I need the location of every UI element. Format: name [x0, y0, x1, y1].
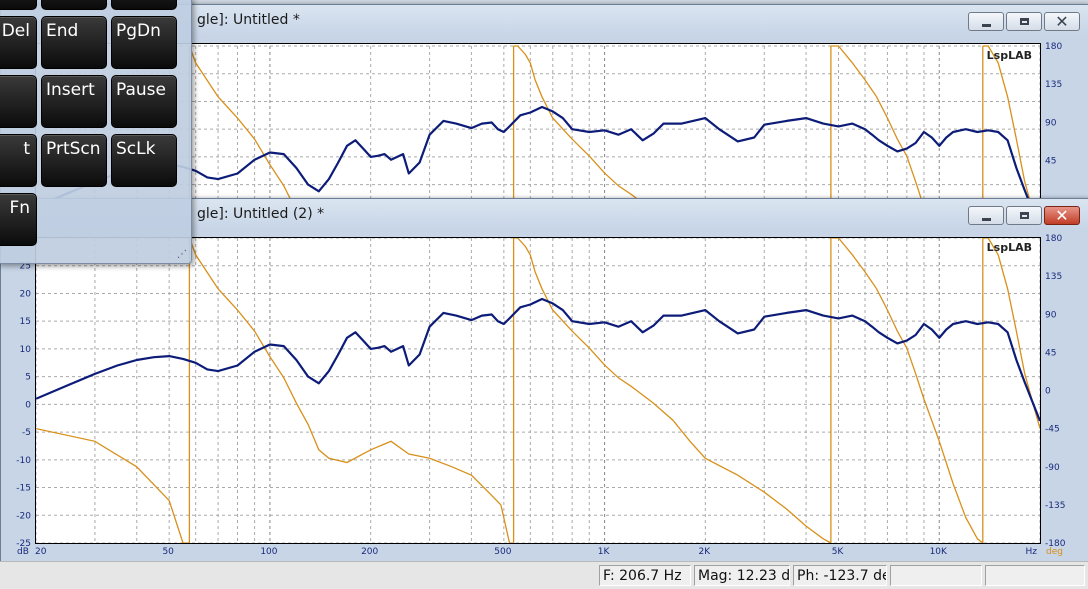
- deg-unit-label: deg: [1046, 547, 1063, 557]
- frequency-tick-label: 100: [260, 547, 277, 557]
- keyboard-key-pgdn[interactable]: PgDn: [111, 16, 177, 69]
- maximize-icon: [1020, 18, 1029, 25]
- magnitude-tick-label: 25: [20, 262, 31, 272]
- status-bar: F: 206.7 Hz Mag: 12.23 dB Ph: -123.7 deg: [0, 561, 1088, 589]
- resize-grip-icon[interactable]: ⋰: [177, 249, 187, 260]
- frequency-tick-label: 1K: [598, 547, 611, 557]
- frequency-tick-label: 5K: [832, 547, 845, 557]
- frequency-response-plot: LspLAB: [36, 238, 1040, 543]
- minimize-button[interactable]: [968, 206, 1004, 225]
- phase-tick-label: 180: [1045, 42, 1062, 52]
- key-label: PgDn: [116, 21, 161, 41]
- maximize-button[interactable]: [1006, 206, 1042, 225]
- magnitude-tick-label: 10: [20, 345, 32, 355]
- key-label: t: [23, 139, 30, 159]
- key-label: End: [46, 21, 79, 41]
- magnitude-readout: Mag: 12.23 dB: [694, 565, 790, 586]
- magnitude-series-line: [44, 105, 1031, 202]
- frequency-readout: F: 206.7 Hz: [599, 565, 691, 586]
- keyboard-key-insert[interactable]: Insert: [41, 75, 107, 128]
- frequency-axis: 20 50 100 200 500 1K 2K 5K 10K Hz dB deg: [17, 547, 1063, 557]
- frequency-tick-label: 10K: [930, 547, 948, 557]
- keyboard-key-pause[interactable]: Pause: [111, 75, 177, 128]
- keyboard-key-prtscn[interactable]: PrtScn: [41, 134, 107, 187]
- lsplab-logo: LspLAB: [987, 241, 1032, 254]
- plot-area[interactable]: LspLAB: [35, 237, 1041, 544]
- key-label: Fn: [9, 198, 30, 218]
- key-label: Del: [1, 21, 30, 41]
- magnitude-axis: 25 20 15 10 5 0 -5 -10 -15 -20 -25: [16, 262, 32, 549]
- status-cell-empty: [890, 565, 982, 586]
- frequency-tick-label: 500: [494, 547, 511, 557]
- phase-tick-label: 135: [1045, 80, 1062, 90]
- minimize-button[interactable]: [968, 12, 1004, 31]
- phase-tick-label: -45: [1045, 425, 1060, 435]
- keyboard-key-sclk[interactable]: ScLk: [111, 134, 177, 187]
- magnitude-tick-label: 20: [20, 289, 32, 299]
- window-title: gle]: Untitled (2) *: [197, 206, 325, 222]
- window-title: gle]: Untitled *: [197, 12, 300, 28]
- key-label: PrtScn: [46, 139, 101, 159]
- phase-series-line: [36, 238, 1040, 543]
- magnitude-tick-label: -10: [16, 456, 31, 466]
- phase-series-line: [188, 45, 1032, 202]
- phase-tick-label: 45: [1045, 348, 1056, 358]
- minimize-icon: [982, 218, 991, 221]
- magnitude-tick-label: 0: [25, 400, 31, 410]
- keyboard-key-t[interactable]: t: [0, 134, 37, 187]
- phase-tick-label: 135: [1045, 272, 1062, 282]
- lsplab-logo: LspLAB: [987, 49, 1032, 62]
- status-cell-empty: [985, 565, 1085, 586]
- frequency-tick-label: 50: [162, 547, 174, 557]
- maximize-button[interactable]: [1006, 12, 1042, 31]
- frequency-tick-label: Hz: [1026, 547, 1038, 557]
- phase-tick-label: 90: [1045, 118, 1057, 128]
- maximize-icon: [1020, 212, 1029, 219]
- phase-tick-label: -180: [1045, 539, 1066, 549]
- on-screen-keyboard: Del End PgDn Insert Pause t PrtScn ScLk Fn ⋰: [0, 0, 192, 264]
- keyboard-key[interactable]: [111, 0, 177, 10]
- phase-axis: 180 135 90 45: [1045, 42, 1062, 166]
- close-icon: ✕: [1055, 206, 1069, 225]
- magnitude-tick-label: 15: [20, 317, 31, 327]
- keyboard-key-blank[interactable]: [0, 75, 37, 128]
- keyboard-key[interactable]: [0, 0, 37, 10]
- magnitude-tick-label: -25: [16, 539, 31, 549]
- keyboard-key[interactable]: [41, 0, 107, 10]
- close-button[interactable]: ✕: [1044, 206, 1080, 225]
- phase-tick-label: -135: [1045, 501, 1065, 511]
- frequency-tick-label: 20: [35, 547, 47, 557]
- minimize-icon: [982, 24, 991, 27]
- phase-tick-label: 90: [1045, 310, 1057, 320]
- key-label: Insert: [46, 80, 95, 100]
- phase-readout: Ph: -123.7 deg: [793, 565, 887, 586]
- phase-tick-label: -90: [1045, 463, 1060, 473]
- phase-axis: 180 135 90 45 0 -45 -90 -135 -180: [1045, 234, 1066, 549]
- magnitude-series-line: [36, 297, 1040, 422]
- frequency-tick-label: 200: [361, 547, 378, 557]
- phase-tick-label: 180: [1045, 234, 1062, 244]
- keyboard-key-fn[interactable]: Fn: [0, 193, 37, 246]
- phase-tick-label: 45: [1045, 156, 1056, 166]
- frequency-tick-label: 2K: [699, 547, 712, 557]
- keyboard-key-end[interactable]: End: [41, 16, 107, 69]
- key-label: Pause: [116, 80, 166, 100]
- phase-tick-label: 0: [1045, 387, 1051, 397]
- close-icon: ✕: [1055, 12, 1069, 31]
- magnitude-tick-label: 5: [25, 373, 31, 383]
- close-button[interactable]: ✕: [1044, 12, 1080, 31]
- magnitude-tick-label: -20: [16, 511, 31, 521]
- keyboard-key-del[interactable]: Del: [0, 16, 37, 69]
- db-unit-label: dB: [17, 547, 29, 557]
- key-label: ScLk: [116, 139, 156, 159]
- magnitude-tick-label: -5: [22, 428, 31, 438]
- magnitude-tick-label: -15: [16, 484, 31, 494]
